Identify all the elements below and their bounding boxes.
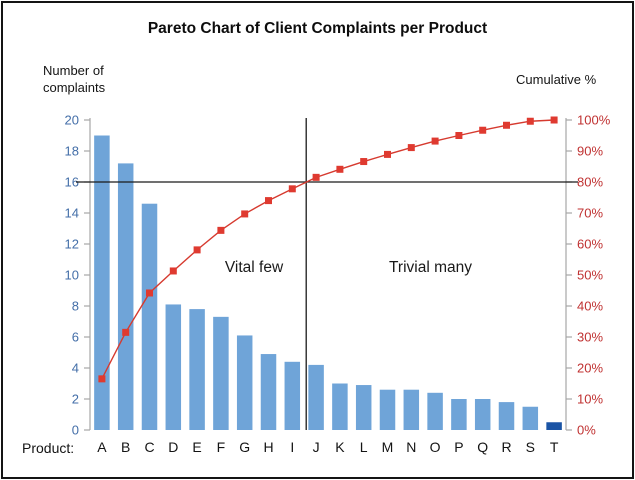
cumulative-marker: [384, 150, 391, 158]
category-label: Q: [477, 439, 488, 455]
right-tick-label: 100%: [577, 113, 611, 128]
category-label: J: [313, 439, 320, 455]
left-tick-label: 4: [72, 361, 79, 376]
left-tick-label: 8: [72, 299, 79, 314]
cumulative-marker: [312, 173, 320, 181]
cumulative-marker: [122, 328, 130, 336]
bar-D: [165, 304, 182, 430]
cumulative-marker: [336, 165, 344, 173]
bar-P: [451, 399, 467, 430]
bar-O: [427, 392, 443, 430]
category-label: C: [144, 439, 154, 455]
cumulative-marker: [241, 210, 249, 218]
category-label: T: [550, 439, 559, 455]
bar-Q: [474, 399, 491, 430]
bar-N: [403, 389, 420, 430]
category-label: N: [406, 439, 416, 455]
annotation-trivial-many: Trivial many: [389, 259, 472, 276]
cumulative-marker: [550, 116, 558, 124]
cumulative-marker: [479, 126, 487, 134]
bar-S: [522, 406, 539, 430]
bar-H: [260, 354, 277, 430]
category-label: P: [454, 439, 463, 455]
right-tick-label: 10%: [577, 392, 603, 407]
right-tick-label: 30%: [577, 330, 603, 345]
bar-G: [236, 335, 253, 430]
x-axis-prefix-label: Product:: [22, 440, 75, 456]
cumulative-marker: [265, 197, 272, 205]
right-tick-label: 70%: [577, 206, 603, 221]
category-label: R: [501, 439, 511, 455]
left-tick-label: 20: [65, 113, 79, 128]
category-label: G: [239, 439, 250, 455]
right-axis-label: Cumulative %: [516, 72, 597, 87]
cumulative-marker: [360, 158, 368, 166]
cumulative-line: [101, 119, 555, 380]
bar-C: [141, 203, 158, 430]
bar-T: [546, 422, 562, 430]
left-tick-label: 6: [72, 330, 79, 345]
bar-I: [284, 361, 301, 430]
right-tick-label: 60%: [577, 237, 603, 252]
left-tick-label: 0: [72, 423, 79, 438]
chart-title: Pareto Chart of Client Complaints per Pr…: [147, 20, 488, 37]
category-label: O: [430, 439, 441, 455]
left-tick-label: 10: [65, 268, 79, 283]
bar-J: [308, 364, 324, 430]
right-tick-label: 50%: [577, 268, 603, 283]
right-tick-label: 90%: [577, 144, 603, 159]
cumulative-marker: [526, 117, 534, 125]
category-label: B: [121, 439, 130, 455]
left-axis-label: Number of complaints: [43, 63, 106, 95]
category-label: D: [168, 439, 178, 455]
category-label: A: [97, 439, 107, 455]
cumulative-marker: [407, 144, 415, 152]
bar-A: [94, 135, 110, 430]
cumulative-marker: [217, 226, 225, 234]
right-tick-label: 0%: [577, 423, 596, 438]
cumulative-marker: [98, 375, 106, 383]
cumulative-marker: [455, 132, 463, 139]
category-label: I: [290, 439, 294, 455]
cumulative-marker: [431, 137, 439, 145]
category-label: E: [192, 439, 201, 455]
category-label: M: [382, 439, 394, 455]
cumulative-marker: [288, 185, 296, 193]
bar-E: [189, 309, 205, 430]
category-label: F: [217, 439, 226, 455]
bar-R: [498, 402, 515, 430]
category-label: L: [360, 439, 368, 455]
right-tick-label: 40%: [577, 299, 603, 314]
bar-M: [379, 389, 396, 430]
bar-L: [355, 385, 372, 430]
left-tick-label: 12: [65, 237, 79, 252]
cumulative-marker: [146, 289, 153, 297]
cumulative-marker: [193, 246, 201, 254]
category-label: H: [263, 439, 273, 455]
bar-K: [332, 383, 348, 430]
left-tick-label: 14: [65, 206, 79, 221]
left-tick-label: 16: [65, 175, 79, 190]
bar-F: [213, 316, 229, 430]
bar-B: [117, 163, 134, 430]
cumulative-marker: [169, 267, 177, 275]
category-label: S: [526, 439, 535, 455]
right-tick-label: 80%: [577, 175, 603, 190]
category-label: K: [335, 439, 345, 455]
cumulative-marker: [503, 121, 510, 129]
left-tick-label: 2: [72, 392, 79, 407]
annotation-vital-few: Vital few: [224, 259, 284, 276]
right-tick-label: 20%: [577, 361, 603, 376]
left-tick-label: 18: [65, 144, 79, 159]
